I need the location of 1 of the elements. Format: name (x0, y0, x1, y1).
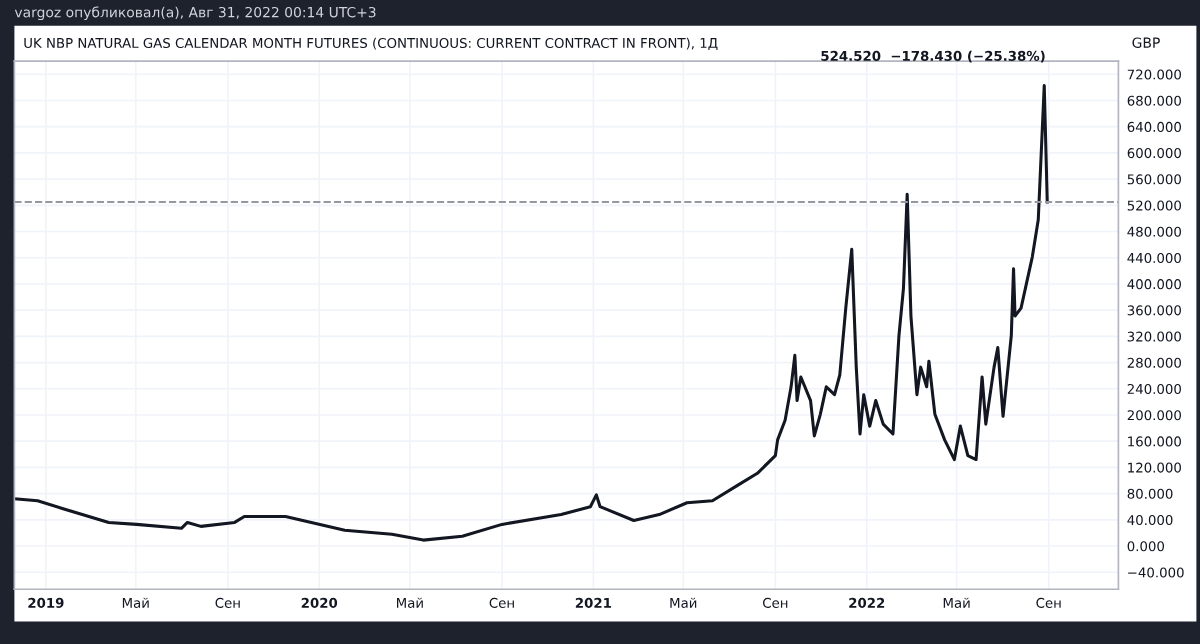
line-series (14, 83, 1049, 542)
